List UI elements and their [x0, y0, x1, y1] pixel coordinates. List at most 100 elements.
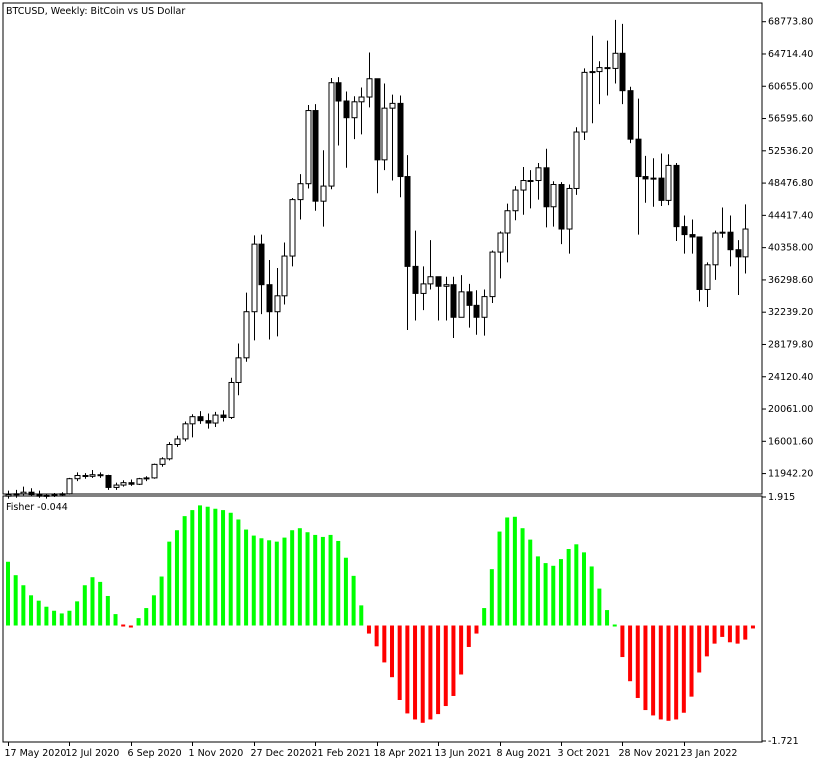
fisher-bar-positive	[274, 541, 279, 626]
fisher-bar-positive	[482, 608, 487, 626]
fisher-bar-negative	[428, 625, 433, 720]
candle-body-bear	[197, 416, 204, 422]
candle-body-bull	[351, 101, 358, 119]
candle-body-bull	[712, 232, 719, 266]
fisher-bar-negative	[643, 625, 648, 711]
candle-body-bear	[258, 243, 265, 286]
candle	[266, 260, 273, 340]
fisher-bar-positive	[174, 530, 179, 626]
candle	[397, 95, 404, 198]
candle	[182, 421, 189, 442]
fisher-pane-frame	[2, 495, 763, 743]
candle-body-bull	[328, 82, 335, 187]
fisher-bar-positive	[105, 595, 110, 626]
candle	[520, 167, 527, 215]
fisher-bar-positive	[75, 601, 80, 626]
candle	[404, 155, 411, 330]
fisher-bar-positive	[228, 512, 233, 626]
fisher-bar-positive	[297, 528, 302, 626]
candle-body-bull	[74, 475, 81, 480]
fisher-bar-negative	[459, 625, 464, 675]
fisher-bar-negative	[405, 625, 410, 714]
fisher-bar-positive	[36, 600, 41, 626]
candle-body-bull	[512, 189, 519, 212]
fisher-bar-positive	[236, 519, 241, 626]
fisher-bar-negative	[727, 625, 732, 643]
candle-body-bear	[689, 234, 696, 238]
time-axis-label: 23 Jan 2022	[681, 748, 738, 759]
candle	[289, 198, 296, 267]
candle	[527, 170, 534, 209]
candle	[650, 158, 657, 207]
candle	[343, 91, 350, 168]
candle	[550, 181, 557, 227]
candle	[174, 435, 181, 447]
fisher-bar-positive	[597, 588, 602, 626]
candle-body-bear	[473, 304, 480, 318]
candle	[642, 155, 649, 203]
fisher-bar-positive	[29, 595, 34, 626]
fisher-bar-positive	[144, 608, 149, 626]
fisher-bar-negative	[628, 625, 633, 682]
fisher-bar-positive	[205, 506, 210, 626]
candle	[151, 463, 158, 479]
candle-body-bull	[566, 187, 573, 230]
candle-body-bull	[719, 231, 726, 234]
candle-body-bull	[596, 67, 603, 73]
candle-body-bull	[212, 414, 219, 424]
fisher-bar-positive	[6, 561, 10, 626]
fisher-bar-positive	[359, 605, 364, 626]
fisher-bar-positive	[566, 549, 571, 626]
candle	[466, 283, 473, 328]
candle	[458, 275, 465, 318]
candle-body-bear	[397, 102, 404, 178]
candle-body-bull	[742, 228, 749, 258]
candle-body-bear	[735, 249, 742, 258]
fisher-bar-positive	[582, 552, 586, 626]
candle-body-bull	[89, 474, 96, 477]
fisher-bar-negative	[681, 625, 686, 713]
candle-body-bull	[497, 232, 504, 253]
candle	[320, 150, 327, 227]
fisher-bar-positive	[151, 595, 156, 626]
candle	[351, 96, 358, 140]
fisher-bar-positive	[98, 581, 103, 626]
price-pane-frame	[2, 2, 763, 495]
candle	[696, 236, 703, 302]
candle-body-bull	[358, 96, 365, 103]
fisher-bar-positive	[13, 575, 18, 626]
fisher-bar-positive	[497, 531, 502, 626]
candle	[205, 413, 212, 429]
candle	[581, 68, 588, 140]
candle-body-bear	[435, 276, 442, 287]
candle	[427, 240, 434, 290]
fisher-bar-negative	[735, 625, 740, 644]
candle	[366, 52, 373, 108]
candle-body-bull	[305, 110, 312, 185]
fisher-bar-negative	[720, 625, 725, 637]
fisher-bar-negative	[121, 624, 126, 627]
fisher-bar-positive	[543, 563, 548, 626]
fisher-indicator-title: Fisher -0.044	[6, 502, 68, 513]
candle-body-bull	[420, 283, 427, 294]
price-axis-label: 32239.20	[768, 307, 813, 318]
fisher-bar-positive	[90, 577, 95, 626]
candle-body-bear	[466, 291, 473, 306]
candle	[258, 234, 265, 315]
fisher-bar-positive	[351, 575, 356, 626]
time-axis-label: 13 Jun 2021	[435, 748, 492, 759]
candle-body-bear	[412, 265, 419, 294]
candle-body-bull	[665, 164, 672, 201]
time-axis-label: 18 Apr 2021	[374, 748, 433, 759]
candle	[335, 77, 342, 146]
fisher-bar-negative	[689, 625, 694, 697]
time-axis-label: 1 Nov 2020	[189, 748, 244, 759]
candle-body-bear	[335, 82, 342, 102]
candle	[28, 488, 35, 497]
candle-body-bull	[189, 416, 196, 425]
candle	[297, 174, 304, 220]
candle	[604, 40, 611, 96]
candle	[543, 148, 550, 228]
fisher-bar-positive	[267, 540, 272, 626]
